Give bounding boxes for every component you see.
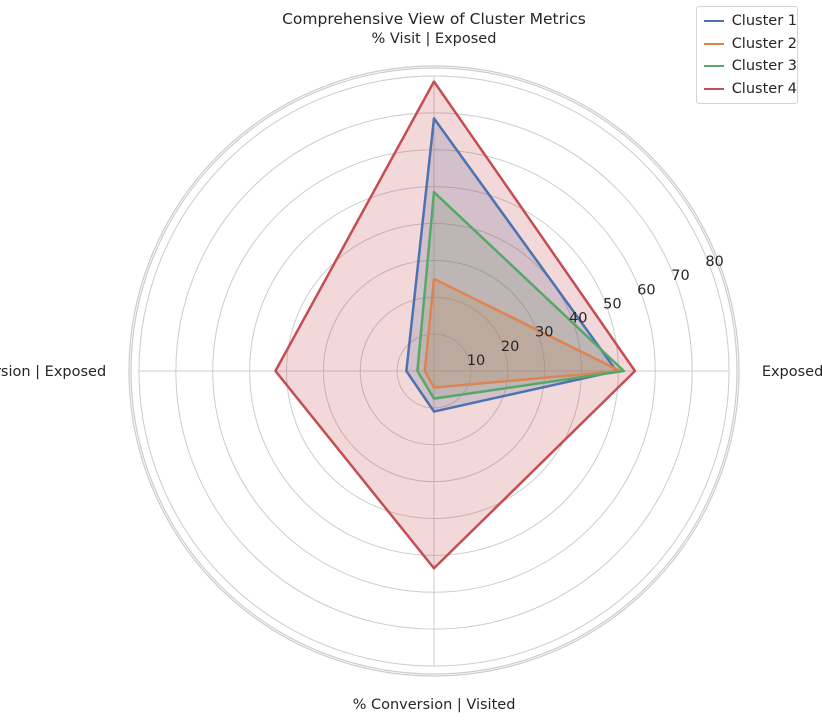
series-line — [423, 277, 622, 389]
radial-tick-label: 40 — [569, 311, 587, 327]
legend-item: Cluster 2 — [697, 33, 797, 56]
axis-label: % Conversion | Exposed — [0, 364, 106, 380]
legend-item: Cluster 3 — [697, 55, 797, 78]
radial-tick-label: 20 — [501, 339, 519, 355]
axis-label: % Conversion | Visited — [353, 697, 516, 713]
radial-tick-label: 70 — [671, 268, 689, 284]
radial-tick-label: 80 — [705, 254, 723, 270]
legend-item: Cluster 4 — [697, 78, 797, 101]
radar-grid — [128, 65, 740, 677]
radar-labels: 10 20 30 40 50 60 70 80 Exposed (%) % Visit | Exp… — [0, 31, 822, 713]
radial-tick-label: 30 — [535, 325, 553, 341]
legend-item: Cluster 1 — [697, 10, 797, 33]
radial-tick-label: 10 — [467, 353, 485, 369]
series-fill — [275, 81, 635, 569]
radial-tick-label: 60 — [637, 282, 655, 298]
series-fill — [424, 278, 621, 388]
legend-swatch — [704, 87, 724, 90]
chart-title: Comprehensive View of Cluster Metrics — [282, 10, 586, 28]
chart-legend: Cluster 1 Cluster 2 Cluster 3 Cluster 4 — [696, 6, 798, 104]
legend-swatch — [704, 42, 724, 45]
series-line — [274, 80, 637, 570]
series-line — [416, 190, 626, 400]
legend-label: Cluster 2 — [731, 35, 797, 52]
axis-label: Exposed (%) — [762, 364, 822, 380]
series-line — [405, 117, 618, 413]
radar-series — [274, 80, 637, 570]
axis-label: % Visit | Exposed — [372, 31, 497, 47]
legend-label: Cluster 3 — [731, 58, 797, 75]
legend-swatch — [704, 20, 724, 23]
outer-frame-circle — [130, 67, 738, 675]
outer-frame-circle — [128, 65, 740, 677]
legend-label: Cluster 4 — [731, 80, 797, 97]
radial-tick-label: 50 — [603, 296, 621, 312]
legend-label: Cluster 1 — [731, 13, 797, 30]
legend-swatch — [704, 65, 724, 68]
